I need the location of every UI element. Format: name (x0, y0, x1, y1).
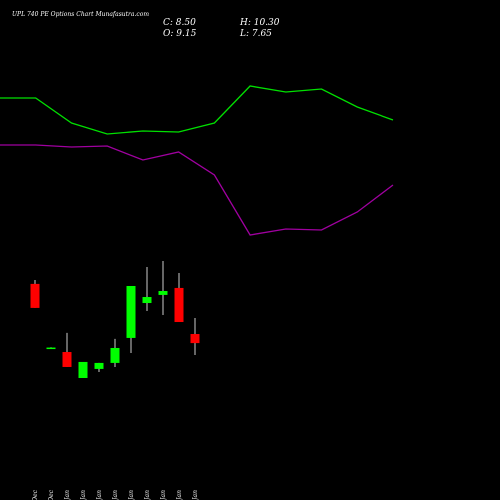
chart-title: UPL 740 PE Options Chart Munafasutra.com (12, 11, 149, 18)
candle-body (142, 297, 152, 304)
low-label: L: 7.65 (239, 29, 272, 39)
high-label: H: 10.30 (239, 18, 280, 28)
x-tick-label: 13 Jan (160, 490, 167, 500)
x-tick-label: 02 Jan (80, 490, 87, 500)
x-tick-label: 09 Jan (128, 490, 135, 500)
x-tick-label: 31 Dec (48, 489, 55, 500)
indicator-line (0, 144, 394, 236)
x-tick-label: 08 Jan (112, 490, 119, 500)
candle-body (78, 361, 88, 378)
close-label: C: 8.50 (163, 18, 196, 28)
indicator-line (0, 85, 394, 135)
candle-body (30, 283, 40, 308)
candle-body (126, 285, 136, 338)
candle-body (62, 352, 72, 367)
x-tick-label: 16 Jan (192, 490, 199, 500)
x-tick-label: 30 Dec (32, 489, 39, 500)
x-tick-label: 01 Jan (64, 490, 71, 500)
candle-body (174, 287, 184, 323)
candle-body (158, 291, 168, 295)
candle-body (110, 347, 120, 363)
candle-body (94, 362, 104, 369)
x-tick-label: 14 Jan (176, 490, 183, 500)
x-tick-label: 05 Jan (96, 490, 103, 500)
candle-body (190, 334, 200, 344)
candle-body (46, 347, 56, 350)
open-label: O: 9.15 (163, 29, 197, 39)
x-tick-label: 12 Jan (144, 490, 151, 500)
